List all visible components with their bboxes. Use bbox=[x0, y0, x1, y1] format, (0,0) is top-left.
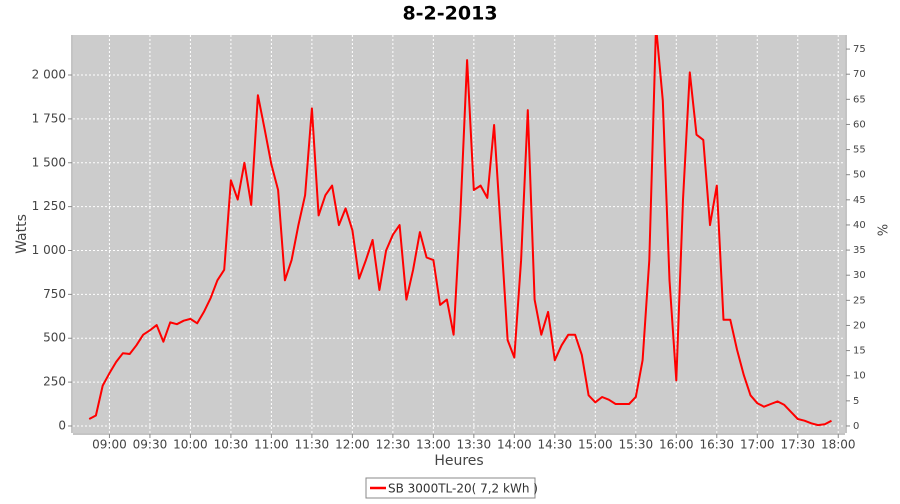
y-tick-label: 1 000 bbox=[32, 243, 66, 257]
y2-tick-label: 45 bbox=[853, 195, 866, 206]
x-tick-label: 13:00 bbox=[416, 438, 451, 452]
y2-tick-label: 15 bbox=[853, 346, 866, 357]
x-tick-label: 17:00 bbox=[740, 438, 775, 452]
y2-tick-label: 25 bbox=[853, 295, 866, 306]
x-tick-label: 13:30 bbox=[457, 438, 492, 452]
legend bbox=[365, 477, 536, 499]
x-tick-label: 11:00 bbox=[254, 438, 289, 452]
x-tick-label: 12:00 bbox=[335, 438, 370, 452]
x-tick-label: 18:00 bbox=[821, 438, 856, 452]
x-tick-label: 10:30 bbox=[214, 438, 249, 452]
x-tick-label: 09:30 bbox=[133, 438, 168, 452]
y2-tick-label: 40 bbox=[853, 220, 866, 231]
y-axis-label: Watts bbox=[14, 214, 30, 254]
chart-title: 8-2-2013 bbox=[402, 3, 497, 25]
y-tick-label: 0 bbox=[58, 418, 66, 432]
x-tick-label: 10:00 bbox=[173, 438, 208, 452]
y2-tick-label: 10 bbox=[853, 371, 866, 382]
y-tick-label: 750 bbox=[43, 287, 66, 301]
x-tick-label: 16:00 bbox=[659, 438, 694, 452]
y2-tick-label: 30 bbox=[853, 270, 866, 281]
x-tick-label: 15:30 bbox=[619, 438, 654, 452]
y2-tick-label: 65 bbox=[853, 94, 866, 105]
y2-tick-label: 50 bbox=[853, 170, 866, 181]
x-tick-label: 16:30 bbox=[699, 438, 734, 452]
y-tick-label: 500 bbox=[43, 331, 66, 345]
y-tick-label: 1 250 bbox=[32, 199, 66, 213]
y2-axis-label: % bbox=[874, 224, 889, 236]
x-tick-label: 14:30 bbox=[538, 438, 573, 452]
y-tick-label: 250 bbox=[43, 375, 66, 389]
y2-tick-label: 75 bbox=[853, 44, 866, 55]
x-tick-label: 12:30 bbox=[376, 438, 411, 452]
x-tick-label: 14:00 bbox=[497, 438, 532, 452]
y2-tick-label: 60 bbox=[853, 119, 866, 130]
y2-tick-label: 20 bbox=[853, 320, 866, 331]
y2-tick-label: 55 bbox=[853, 145, 866, 156]
y2-tick-label: 0 bbox=[853, 421, 859, 432]
y2-tick-label: 35 bbox=[853, 245, 866, 256]
legend-label: SB 3000TL-20( 7,2 kWh ) bbox=[388, 482, 538, 496]
y2-tick-label: 5 bbox=[853, 396, 859, 407]
x-axis-label: Heures bbox=[434, 453, 483, 469]
x-tick-label: 09:00 bbox=[92, 438, 127, 452]
y-tick-label: 2 000 bbox=[32, 68, 66, 82]
x-tick-label: 15:00 bbox=[578, 438, 613, 452]
series-line bbox=[88, 35, 832, 427]
x-tick-label: 11:30 bbox=[295, 438, 330, 452]
y2-tick-label: 70 bbox=[853, 69, 866, 80]
x-tick-label: 17:30 bbox=[780, 438, 815, 452]
y-tick-label: 1 500 bbox=[32, 155, 66, 169]
y-tick-label: 1 750 bbox=[32, 111, 66, 125]
